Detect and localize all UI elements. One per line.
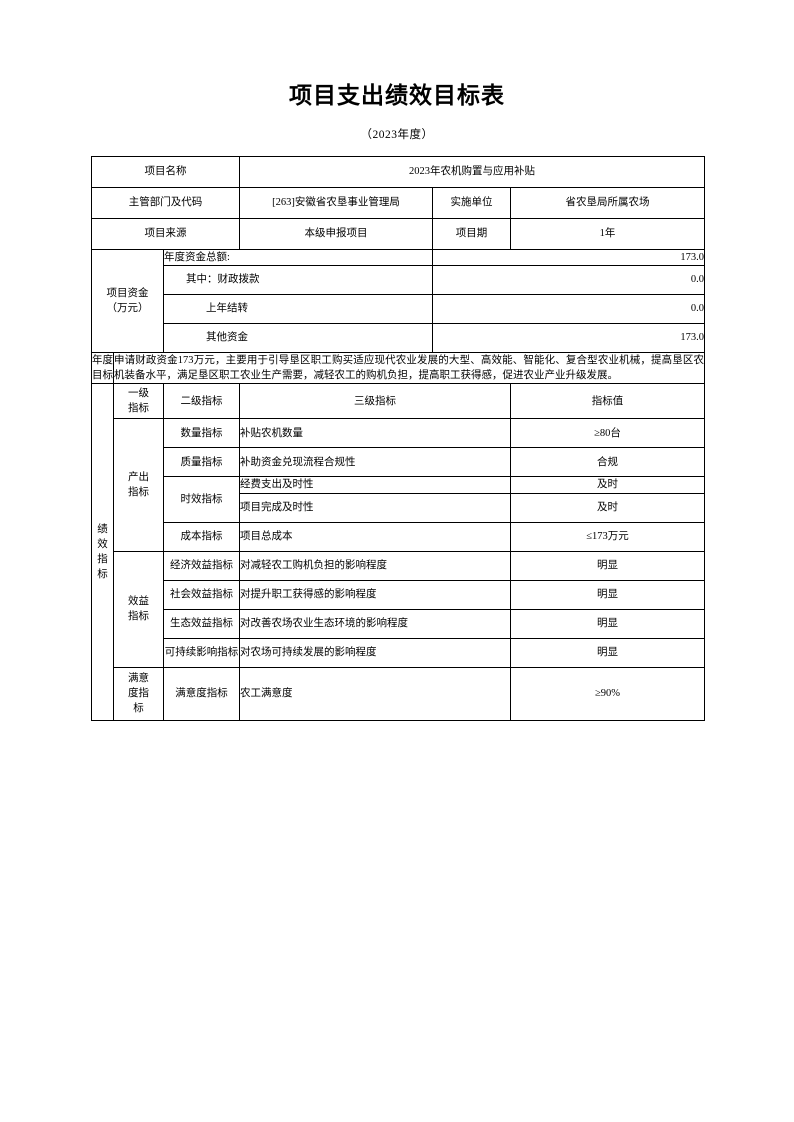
level3-indicator: 补贴农机数量 <box>239 418 512 449</box>
column-header-level1-line2: 指标 <box>128 403 149 415</box>
column-header-level1-line1: 一级 <box>128 388 149 400</box>
table-row-funding-appropriation: 其中：财政拨款 0.0 <box>92 264 706 295</box>
annual-target-label-line1: 年度 <box>92 354 113 366</box>
column-header-level2: 二级指标 <box>162 383 241 420</box>
performance-table-wrapper: 项目名称 2023年农机购置与应用补贴 主管部门及代码 [263]安徽省农垦事业… <box>90 155 706 721</box>
table-row-funding-other: 其他资金 173.0 <box>92 322 706 353</box>
annual-target-text: 申请财政资金173万元，主要用于引导垦区职工购买适应现代农业发展的大型、高效能、… <box>112 351 706 385</box>
level1-indicator-satisfaction: 满意 度指 标 <box>113 666 164 721</box>
table-row-funding-total: 项目资金 （万元） 年度资金总额: 173.0 <box>91 248 706 353</box>
funding-row-value: 173.0 <box>432 322 706 353</box>
page-subtitle: （2023年度） <box>360 128 434 141</box>
indicator-value: 明显 <box>510 579 706 610</box>
table-row-department: 主管部门及代码 [263]安徽省农垦事业管理局 实施单位 省农垦局所属农场 <box>90 186 706 219</box>
table-row-indicator: 成本指标 项目总成本 ≤173万元 <box>92 521 706 552</box>
level3-indicator: 农工满意度 <box>239 666 512 721</box>
level2-indicator: 满意度指标 <box>162 666 241 721</box>
table-row-indicator: 产出 指标 数量指标 补贴农机数量 ≥80台 <box>92 418 706 552</box>
level3-indicator: 项目完成及时性 <box>239 492 512 523</box>
level2-indicator: 可持续影响指标 <box>162 637 241 668</box>
level3-indicator: 对提升职工获得感的影响程度 <box>239 579 512 610</box>
performance-side-label: 绩 效 指 标 <box>91 383 114 721</box>
level2-indicator: 时效指标 <box>162 476 241 523</box>
level1-label-line2: 指标 <box>128 611 149 623</box>
funding-row-value: 0.0 <box>432 264 706 295</box>
level3-indicator: 经费支出及时性 <box>239 476 512 494</box>
table-row-project-name: 项目名称 2023年农机购置与应用补贴 <box>90 155 706 188</box>
table-row-project-source: 项目来源 本级申报项目 项目期 1年 <box>90 217 706 250</box>
project-name-value: 2023年农机购置与应用补贴 <box>239 155 706 188</box>
project-source-value: 本级申报项目 <box>239 217 434 250</box>
funding-label: 项目资金 （万元） <box>91 248 164 353</box>
level3-indicator: 对农场可持续发展的影响程度 <box>239 637 512 668</box>
table-row-indicator: 效益 指标 经济效益指标 对减轻农工购机负担的影响程度 明显 <box>92 550 706 668</box>
funding-row-value: 173.0 <box>432 248 706 266</box>
level1-label-line2: 指标 <box>128 487 149 499</box>
table-row-indicator: 时效指标 经费支出及时性 及时 <box>92 476 706 523</box>
indicator-value: ≥90% <box>510 666 706 721</box>
table-row-annual-target: 年度 目标 申请财政资金173万元，主要用于引导垦区职工购买适应现代农业发展的大… <box>91 351 706 385</box>
level2-indicator: 成本指标 <box>162 521 241 552</box>
project-period-label: 项目期 <box>432 217 512 250</box>
level3-indicator: 对减轻农工购机负担的影响程度 <box>239 550 512 581</box>
performance-target-table: 项目名称 2023年农机购置与应用补贴 主管部门及代码 [263]安徽省农垦事业… <box>90 155 706 721</box>
column-header-level1: 一级 指标 <box>113 383 164 420</box>
department-value: [263]安徽省农垦事业管理局 <box>239 186 434 219</box>
side-label-char: 标 <box>97 569 108 581</box>
level3-indicator: 对改善农场农业生态环境的影响程度 <box>239 608 512 639</box>
funding-row-name: 上年结转 <box>162 293 434 324</box>
indicator-value: 明显 <box>510 550 706 581</box>
project-source-label: 项目来源 <box>90 217 241 250</box>
indicator-value: 及时 <box>510 492 706 523</box>
level1-label-line2: 度指 <box>128 688 149 700</box>
table-row-indicator: 可持续影响指标 对农场可持续发展的影响程度 明显 <box>92 637 706 668</box>
table-row-indicator: 质量指标 补助资金兑现流程合规性 合规 <box>92 447 706 478</box>
table-row-funding-carryover: 上年结转 0.0 <box>92 293 706 324</box>
indicator-value: 合规 <box>510 447 706 478</box>
project-period-value: 1年 <box>510 217 706 250</box>
funding-label-line1: 项目资金 <box>106 287 149 299</box>
page-title: 项目支出绩效目标表 <box>289 83 505 108</box>
annual-target-label-line2: 目标 <box>92 370 113 382</box>
funding-row-value: 0.0 <box>432 293 706 324</box>
level1-label-line1: 产出 <box>128 471 149 483</box>
level2-indicator: 生态效益指标 <box>162 608 241 639</box>
side-label-char: 指 <box>97 554 108 566</box>
table-row-indicator-headers: 绩 效 指 标 一级 指标 二级指标 三级指标 指标值 <box>91 383 706 721</box>
funding-row-name: 其他资金 <box>162 322 434 353</box>
level1-label-line3: 标 <box>133 703 144 715</box>
table-row-indicator: 社会效益指标 对提升职工获得感的影响程度 明显 <box>92 579 706 610</box>
funding-row-name: 年度资金总额: <box>162 248 434 266</box>
indicator-value: 明显 <box>510 608 706 639</box>
indicator-value: 及时 <box>510 476 706 494</box>
level2-indicator: 数量指标 <box>162 418 241 449</box>
side-label-char: 效 <box>97 538 108 550</box>
level3-indicator: 补助资金兑现流程合规性 <box>239 447 512 478</box>
level1-label-line1: 效益 <box>128 595 149 607</box>
level1-label-line1: 满意 <box>128 672 149 684</box>
side-label-char: 绩 <box>97 523 108 535</box>
column-header-value: 指标值 <box>510 383 706 420</box>
funding-label-line2: （万元） <box>106 302 149 314</box>
implementing-unit-value: 省农垦局所属农场 <box>510 186 706 219</box>
level2-indicator: 社会效益指标 <box>162 579 241 610</box>
table-row-indicator: 满意 度指 标 满意度指标 农工满意度 ≥90% <box>92 666 706 721</box>
funding-row-name: 其中：财政拨款 <box>162 264 434 295</box>
indicator-value: 明显 <box>510 637 706 668</box>
level2-indicator: 经济效益指标 <box>162 550 241 581</box>
level1-indicator-output: 产出 指标 <box>113 418 164 552</box>
table-row-indicator: 生态效益指标 对改善农场农业生态环境的影响程度 明显 <box>92 608 706 639</box>
annual-target-label: 年度 目标 <box>91 351 114 385</box>
implementing-unit-label: 实施单位 <box>432 186 512 219</box>
column-header-level3: 三级指标 <box>239 383 512 420</box>
level3-indicator: 项目总成本 <box>239 521 512 552</box>
level1-indicator-benefit: 效益 指标 <box>113 550 164 668</box>
project-name-label: 项目名称 <box>90 155 241 188</box>
department-label: 主管部门及代码 <box>90 186 241 219</box>
level2-indicator: 质量指标 <box>162 447 241 478</box>
indicator-value: ≥80台 <box>510 418 706 449</box>
indicator-value: ≤173万元 <box>510 521 706 552</box>
